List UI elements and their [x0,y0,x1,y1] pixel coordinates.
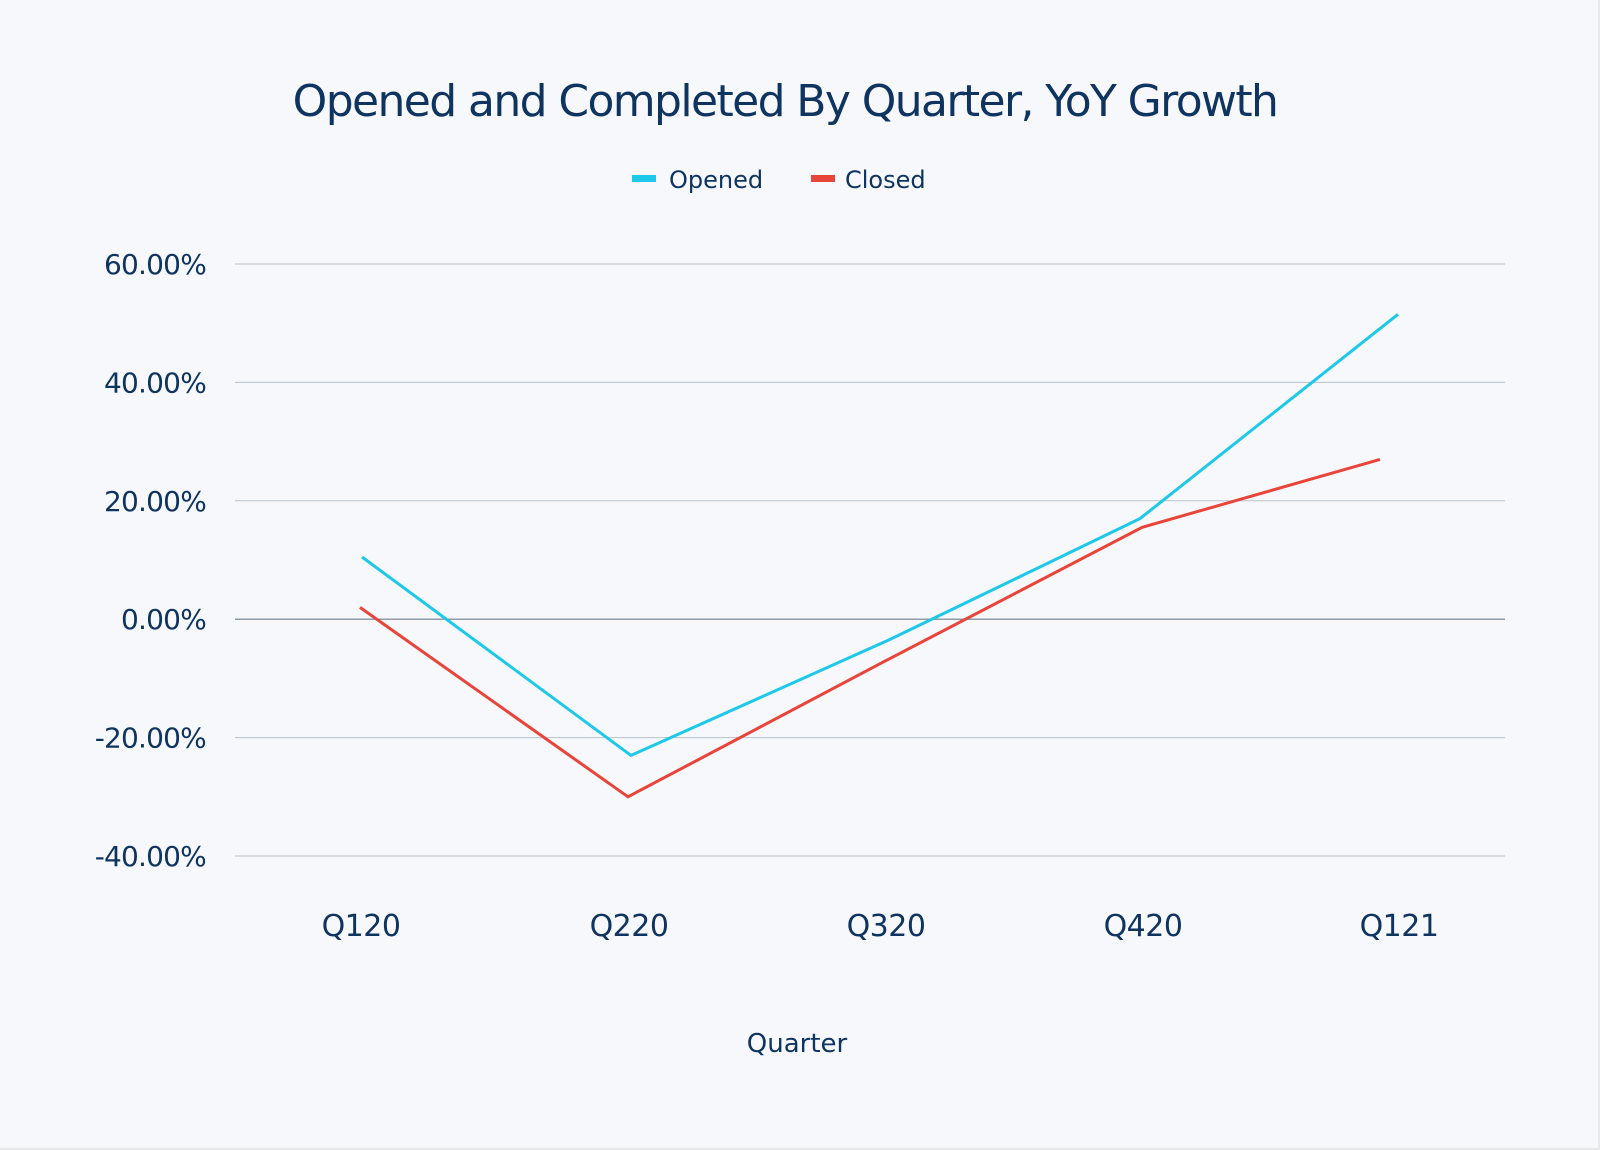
x-tick-label: Q220 [590,909,669,944]
x-tick-label: Q320 [847,909,926,944]
x-axis-label: Quarter [747,1029,848,1059]
x-axis-tick-labels: Q120 Q220 Q320 Q420 Q121 [322,909,1439,944]
legend-swatch-closed [811,175,835,182]
series-lines [359,313,1399,799]
legend-label-opened: Opened [669,166,763,194]
legend: Opened Closed [632,166,926,194]
y-tick-label: -40.00% [95,840,206,873]
y-tick-label: 60.00% [104,248,206,281]
y-tick-label: -20.00% [95,722,206,755]
gridlines [235,263,1505,857]
x-tick-label: Q420 [1104,909,1183,944]
x-tick-label: Q121 [1360,909,1439,944]
legend-label-closed: Closed [845,166,926,194]
y-tick-label: 0.00% [121,603,206,636]
x-tick-label: Q120 [322,909,401,944]
y-tick-label: 20.00% [104,485,206,518]
y-axis-tick-labels: 60.00% 40.00% 20.00% 0.00% -20.00% -40.00% [95,248,207,873]
legend-swatch-opened [632,175,656,182]
series-line-closed [359,457,1381,799]
chart-title: Opened and Completed By Quarter, YoY Gro… [293,76,1278,127]
series-line-opened [361,313,1399,758]
y-tick-label: 40.00% [104,366,206,399]
